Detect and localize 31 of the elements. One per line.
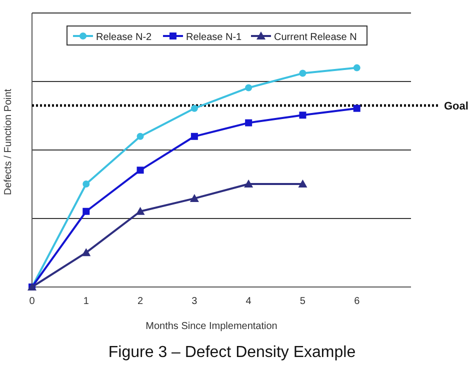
ref-line-label: Goal: [444, 100, 468, 112]
y-axis-title: Defects / Function Point: [3, 88, 14, 196]
point: [190, 132, 198, 140]
point: [136, 206, 145, 215]
point: [245, 119, 252, 126]
point: [299, 70, 306, 77]
point: [136, 132, 144, 140]
point: [82, 208, 90, 215]
point: [299, 112, 306, 119]
point: [245, 84, 252, 92]
x-tick-label: 6: [354, 296, 360, 307]
x-tick-label: 3: [192, 296, 198, 307]
point: [82, 248, 91, 256]
legend-label: Release N-2: [96, 32, 152, 43]
x-tick-label: 1: [83, 296, 90, 307]
x-tick-label: 5: [300, 296, 306, 307]
x-tick-label: 4: [246, 296, 252, 307]
point: [82, 180, 90, 188]
x-axis-title: Months Since Implementation: [146, 321, 278, 332]
point: [353, 64, 360, 72]
point: [298, 179, 308, 188]
legend-label: Release N-1: [186, 32, 242, 43]
point: [244, 179, 254, 188]
text: Figure 3 – Defect Density Example: [108, 344, 356, 361]
point: [136, 166, 144, 174]
x-tick-label: 2: [138, 296, 144, 307]
point: [190, 194, 199, 202]
point: [190, 104, 198, 112]
legend-label: Current Release N: [274, 32, 357, 43]
x-tick-label: 0: [29, 296, 36, 307]
point: [353, 104, 360, 112]
